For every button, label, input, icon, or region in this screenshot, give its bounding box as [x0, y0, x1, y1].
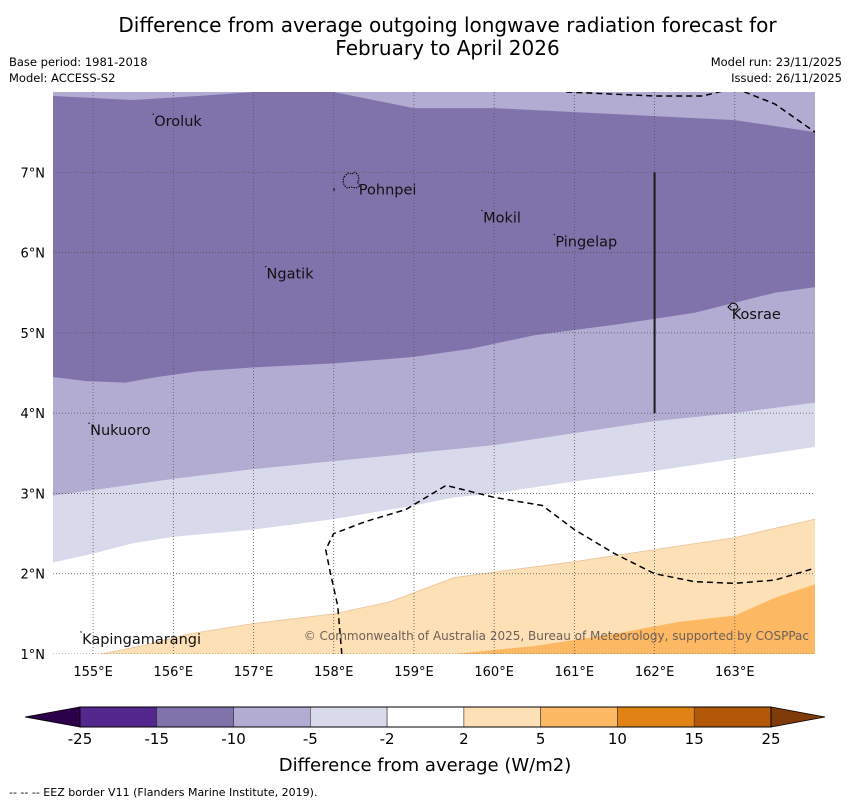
lat-tick-label: 7°N	[21, 166, 46, 181]
place-label: Pohnpei	[359, 182, 417, 198]
lon-tick-label: 162°E	[635, 665, 675, 680]
pohnpei-outline	[342, 171, 361, 189]
lon-tick-label: 159°E	[394, 665, 434, 680]
model-run: Model run: 23/11/2025	[710, 55, 842, 69]
eez-legend-note: -- -- -- EEZ border V11 (Flanders Marine…	[9, 786, 318, 799]
fill-plus5-plus10	[454, 584, 815, 654]
place-labels: Oroluk Pohnpei Mokil Pingelap Ngatik Kosrae Nu…	[80, 113, 781, 648]
lat-tick-label: 2°N	[21, 568, 46, 583]
place-label: Kosrae	[732, 307, 781, 323]
eez-border-line	[324, 484, 815, 654]
lat-tick-label: 1°N	[21, 648, 46, 663]
copyright-credit: © Commonwealth of Australia 2025, Bureau…	[304, 629, 809, 643]
island-marker	[729, 305, 732, 308]
place-label: Pingelap	[555, 235, 617, 251]
colorbar-segment	[386, 706, 465, 728]
place-label: Nukuoro	[90, 423, 151, 439]
meta-left: Base period: 1981-2018 Model: ACCESS-S2	[9, 54, 148, 86]
base-period: Base period: 1981-2018	[9, 55, 148, 69]
island-marker	[357, 181, 359, 184]
eez-border-line	[566, 92, 722, 97]
lon-tick-label: 157°E	[234, 665, 274, 680]
colorbar-under-arrow	[24, 706, 81, 728]
colorbar-tick-label: 15	[685, 730, 704, 748]
fill-minus5-minus2	[53, 402, 815, 563]
colorbar-over-arrow	[770, 706, 826, 728]
lat-tick-label: 4°N	[21, 407, 46, 422]
colorbar-tick-label: 10	[608, 730, 627, 748]
meta-right: Model run: 23/11/2025 Issued: 26/11/2025	[711, 54, 842, 86]
colorbar-tick-label: -25	[68, 730, 93, 748]
colorbar-tick-label: 25	[761, 730, 780, 748]
title-line-1: Difference from average outgoing longwav…	[118, 13, 777, 37]
lat-tick-label: 5°N	[21, 327, 46, 342]
colorbar-tick-label: 5	[536, 730, 546, 748]
contour-fills	[53, 92, 815, 654]
lon-tick-label: 160°E	[474, 665, 514, 680]
colorbar-segment	[693, 706, 772, 728]
colorbar-tick-label: -10	[221, 730, 246, 748]
place-label: Oroluk	[154, 114, 202, 130]
colorbar-title: Difference from average (W/m2)	[278, 755, 572, 776]
island-outlines	[333, 171, 739, 311]
lon-tick-label: 163°E	[715, 665, 755, 680]
island-marker	[264, 265, 267, 268]
lon-tick-label: 158°E	[314, 665, 354, 680]
colorbar-tick-label: -15	[145, 730, 170, 748]
colorbar-tick-label: -2	[380, 730, 395, 748]
colorbar-frame	[79, 706, 772, 728]
island-marker	[80, 631, 82, 633]
colorbar-segment	[540, 706, 618, 728]
lon-tick-label: 156°E	[154, 665, 194, 680]
colorbar-segment	[617, 706, 695, 728]
island-marker	[553, 233, 556, 236]
island-marker	[88, 422, 90, 424]
chart-title: Difference from average outgoing longwav…	[0, 14, 850, 60]
colorbar-segment	[156, 706, 234, 728]
colorbar-segment	[233, 706, 311, 728]
lon-tick-label: 155°E	[73, 665, 113, 680]
place-label: Kapingamarangi	[82, 632, 201, 648]
lat-tick-label: 6°N	[21, 247, 46, 262]
colorbar: -25 -15 -10 -5 -2 2 5 10 15 25	[24, 706, 826, 748]
island-marker	[481, 209, 483, 212]
colorbar-segment	[310, 706, 388, 728]
colorbar-tick-label: 2	[459, 730, 469, 748]
colorbar-tick-label: -5	[303, 730, 318, 748]
lat-tick-label: 3°N	[21, 487, 46, 502]
island-marker	[152, 113, 155, 115]
title-line-2: February to April 2026	[335, 36, 560, 60]
eez-borders	[324, 92, 815, 654]
kosrae-outline	[727, 302, 739, 311]
lon-tick-label: 161°E	[555, 665, 595, 680]
colorbar-segment	[79, 706, 158, 728]
place-label: Ngatik	[267, 267, 315, 283]
issued-date: Issued: 26/11/2025	[731, 71, 842, 85]
fill-minus15-minus10	[53, 92, 815, 383]
place-label: Mokil	[483, 210, 521, 226]
model-name: Model: ACCESS-S2	[9, 71, 116, 85]
map-axes: 155°E 156°E 157°E 158°E 159°E 160°E 161°E 162°E…	[21, 166, 755, 680]
colorbar-segment	[463, 706, 541, 728]
eez-border-line	[742, 92, 815, 133]
